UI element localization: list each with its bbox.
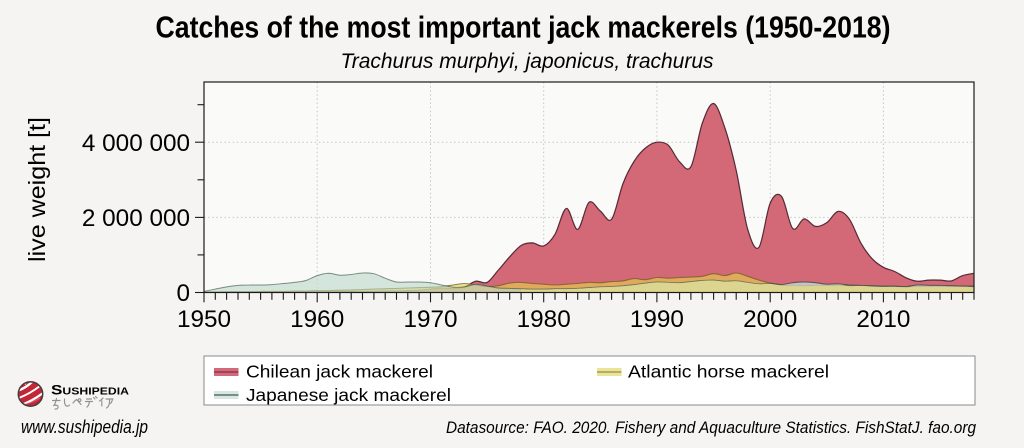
svg-text:Trachurus murphyi, japonicus,: Trachurus murphyi, japonicus, trachurus	[340, 50, 714, 73]
svg-text:2 000 000: 2 000 000	[82, 205, 190, 232]
svg-text:1950: 1950	[177, 306, 231, 333]
svg-text:Japanese jack mackerel: Japanese jack mackerel	[246, 385, 451, 405]
svg-text:1980: 1980	[517, 306, 571, 333]
svg-text:Atlantic horse mackerel: Atlantic horse mackerel	[628, 362, 829, 382]
svg-text:2000: 2000	[743, 306, 797, 333]
svg-text:www.sushipedia.jp: www.sushipedia.jp	[21, 417, 148, 437]
svg-text:0: 0	[176, 280, 190, 307]
svg-text:Catches of the most important: Catches of the most important jack macke…	[156, 11, 891, 45]
svg-text:live weight [t]: live weight [t]	[24, 117, 50, 262]
svg-text:Datasource: FAO. 2020. Fishery: Datasource: FAO. 2020. Fishery and Aquac…	[446, 418, 976, 437]
svg-text:Sushipedia: Sushipedia	[51, 382, 129, 398]
svg-text:1960: 1960	[290, 306, 344, 333]
svg-text:2010: 2010	[856, 306, 910, 333]
svg-text:1990: 1990	[630, 306, 684, 333]
svg-text:1970: 1970	[403, 306, 457, 333]
svg-text:4 000 000: 4 000 000	[82, 130, 190, 157]
svg-text:Chilean jack mackerel: Chilean jack mackerel	[246, 362, 433, 382]
